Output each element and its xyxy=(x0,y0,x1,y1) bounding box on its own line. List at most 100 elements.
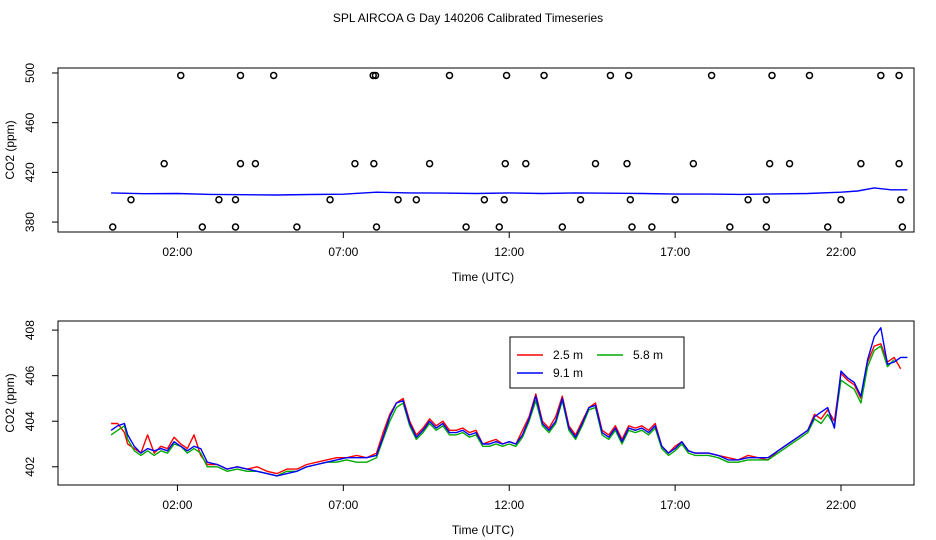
top-y-tick-label: 380 xyxy=(23,212,37,232)
bottom-x-tick-label: 02:00 xyxy=(162,498,192,512)
bottom-plot-frame xyxy=(57,320,915,486)
bottom-y-tick-label: 402 xyxy=(23,456,37,476)
top-y-tick-label: 420 xyxy=(23,162,37,182)
scatter-point xyxy=(837,195,845,204)
scatter-point xyxy=(522,159,530,168)
scatter-point xyxy=(895,71,903,80)
bottom-x-tick-label: 12:00 xyxy=(494,498,524,512)
scatter-point xyxy=(160,159,168,168)
scatter-point xyxy=(671,195,679,204)
scatter-point xyxy=(785,159,794,168)
scatter-point xyxy=(236,71,245,80)
scatter-point xyxy=(689,159,698,168)
bottom-y-axis: 402 404 406 408 xyxy=(23,320,58,477)
top-plot-frame xyxy=(57,67,915,233)
scatter-point xyxy=(198,223,207,231)
scatter-point xyxy=(895,159,903,168)
bottom-y-tick-label: 408 xyxy=(23,320,37,340)
scatter-point xyxy=(371,71,380,80)
legend-label: 5.8 m xyxy=(633,348,663,362)
bottom-x-tick-label: 17:00 xyxy=(660,498,690,512)
scatter-point xyxy=(231,223,240,231)
scatter-point xyxy=(108,223,117,231)
scatter-point xyxy=(351,159,359,168)
scatter-point xyxy=(293,223,301,231)
scatter-point xyxy=(877,71,885,80)
scatter-point xyxy=(445,71,454,80)
scatter-point xyxy=(591,159,600,168)
top-x-tick-label: 12:00 xyxy=(494,245,524,259)
scatter-point xyxy=(726,223,734,231)
scatter-point xyxy=(540,71,548,80)
scatter-point xyxy=(857,159,865,168)
scatter-point xyxy=(500,195,508,204)
scatter-point xyxy=(372,223,381,231)
scatter-point xyxy=(215,195,223,204)
scatter-point xyxy=(462,223,470,231)
top-x-tick-label: 07:00 xyxy=(328,245,358,259)
bottom-x-tick-label: 22:00 xyxy=(826,498,856,512)
bottom-y-tick-label: 406 xyxy=(23,365,37,385)
scatter-point xyxy=(501,159,509,168)
bottom-y-axis-label: CO2 (ppm) xyxy=(3,373,17,432)
top-y-axis-label: CO2 (ppm) xyxy=(3,120,17,179)
scatter-point xyxy=(412,195,421,204)
scatter-point xyxy=(628,223,636,231)
top-series-group xyxy=(111,187,908,196)
scatter-point xyxy=(251,159,260,168)
scatter-point xyxy=(762,195,771,204)
scatter-point xyxy=(480,195,489,204)
scatter-point xyxy=(127,195,135,204)
scatter-point xyxy=(576,195,585,204)
scatter-point xyxy=(394,195,402,204)
scatter-point xyxy=(805,71,814,80)
scatter-point xyxy=(768,71,776,80)
top-panel-calibrated-timeseries: 02:00 07:00 12:00 17:00 22:00 380 420 460 500 T… xyxy=(3,63,915,284)
scatter-point xyxy=(707,71,716,80)
scatter-point xyxy=(762,223,771,231)
legend-box xyxy=(509,336,685,389)
top-x-tick-label: 22:00 xyxy=(826,245,856,259)
bottom-panel-height-timeseries: 02:00 07:00 12:00 17:00 22:00 402 404 406 408 T… xyxy=(3,320,915,537)
top-y-tick-label: 460 xyxy=(23,112,37,132)
scatter-point xyxy=(269,71,278,80)
bottom-x-tick-label: 07:00 xyxy=(328,498,358,512)
scatter-point xyxy=(624,71,633,80)
scatter-point xyxy=(495,223,504,231)
scatter-point xyxy=(425,159,434,168)
top-x-tick-label: 17:00 xyxy=(660,245,690,259)
top-y-tick-label: 500 xyxy=(23,63,37,83)
scatter-point xyxy=(558,223,567,231)
series-line-9-1-m xyxy=(110,327,908,477)
bottom-y-tick-label: 404 xyxy=(23,411,37,431)
figure-title: SPL AIRCOA G Day 140206 Calibrated Times… xyxy=(333,11,603,25)
scatter-point xyxy=(626,195,635,204)
scatter-point xyxy=(326,195,334,204)
scatter-point xyxy=(648,223,656,231)
scatter-point xyxy=(502,71,511,80)
scatter-point xyxy=(898,223,907,231)
scatter-point xyxy=(823,223,832,231)
scatter-point xyxy=(623,159,631,168)
top-points-group xyxy=(108,71,907,231)
legend: 2.5 m 5.8 m 9.1 m xyxy=(509,336,685,389)
scatter-point xyxy=(765,159,774,168)
scatter-point xyxy=(606,71,615,80)
scatter-point xyxy=(896,195,905,204)
bottom-x-axis-label: Time (UTC) xyxy=(452,523,514,537)
scatter-point xyxy=(370,159,378,168)
scatter-point xyxy=(369,71,377,80)
scatter-point xyxy=(236,159,245,168)
series-line-5-8-m xyxy=(110,345,895,477)
bottom-series-group xyxy=(110,327,908,477)
legend-label: 2.5 m xyxy=(553,348,583,362)
top-y-axis: 380 420 460 500 xyxy=(23,63,58,232)
series-line-2-5-m xyxy=(111,343,902,475)
top-x-axis-label: Time (UTC) xyxy=(452,270,514,284)
scatter-point xyxy=(231,195,240,204)
scatter-point xyxy=(744,195,752,204)
legend-label: 9.1 m xyxy=(553,366,583,380)
scatter-point xyxy=(177,71,185,80)
top-x-axis: 02:00 07:00 12:00 17:00 22:00 xyxy=(162,232,856,259)
